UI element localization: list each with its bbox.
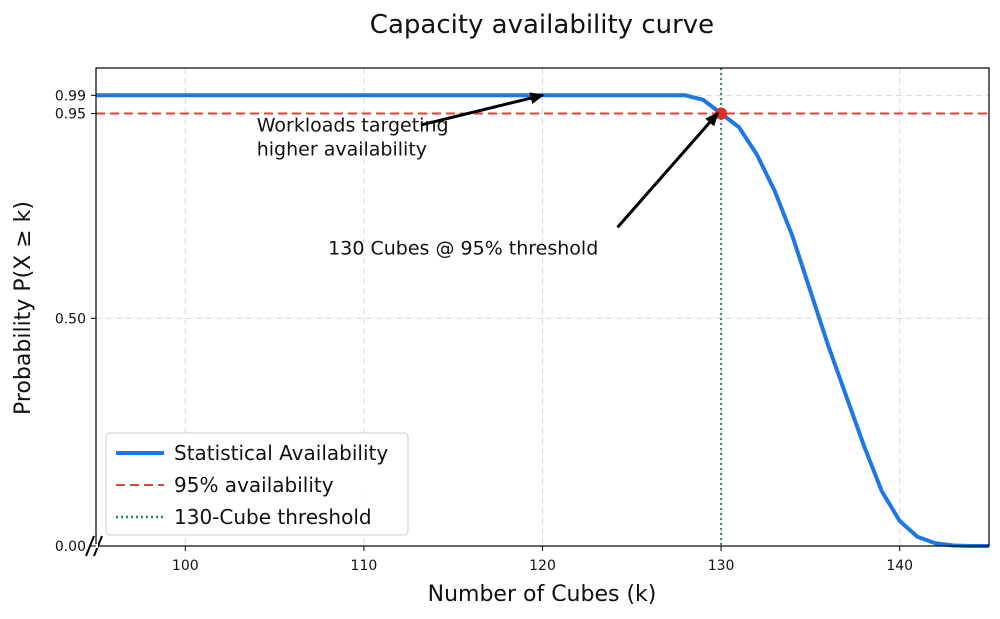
chart-title: Capacity availability curve [370,10,714,40]
y-axis-label: Probability P(X ≥ k) [11,201,36,415]
y-tick-label: 0.50 [55,311,86,327]
x-tick-label: 140 [886,558,913,574]
legend-label: Statistical Availability [174,441,388,465]
legend-label: 95% availability [174,473,334,497]
annotation-arrow [420,92,545,127]
x-axis-label: Number of Cubes (k) [428,582,657,607]
legend-box [105,432,409,536]
annotation-text-line: higher availability [257,139,427,161]
annotation-text-line: Workloads targeting [257,115,449,137]
x-tick-label: 110 [351,558,378,574]
axis-break-mark [85,535,95,557]
x-tick-label: 120 [529,558,556,574]
annotation-text-line: 130 Cubes @ 95% threshold [328,238,598,260]
legend-layer: Statistical Availability 95% availability… [105,432,409,536]
annotation-arrow [616,112,719,229]
legend-label: 130-Cube threshold [174,505,372,529]
y-tick-label: 0.00 [55,539,86,555]
x-tick-label: 100 [172,558,199,574]
series-line-statistical-availability [96,93,989,548]
y-tick-label: 0.95 [55,107,86,123]
y-tick-label: 0.99 [55,88,86,104]
x-tick-label: 130 [708,558,735,574]
axis-layer: 100 110 120 130 140 0.00 0.50 0.95 0.99 [55,67,990,574]
